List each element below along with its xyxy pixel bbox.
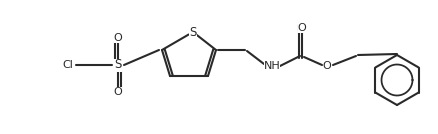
Text: O: O xyxy=(298,23,306,33)
Text: O: O xyxy=(323,61,332,71)
Text: O: O xyxy=(113,33,122,43)
Text: S: S xyxy=(189,25,197,38)
Text: NH: NH xyxy=(264,61,280,71)
Text: S: S xyxy=(114,59,122,72)
Text: O: O xyxy=(113,87,122,97)
Text: Cl: Cl xyxy=(63,60,74,70)
